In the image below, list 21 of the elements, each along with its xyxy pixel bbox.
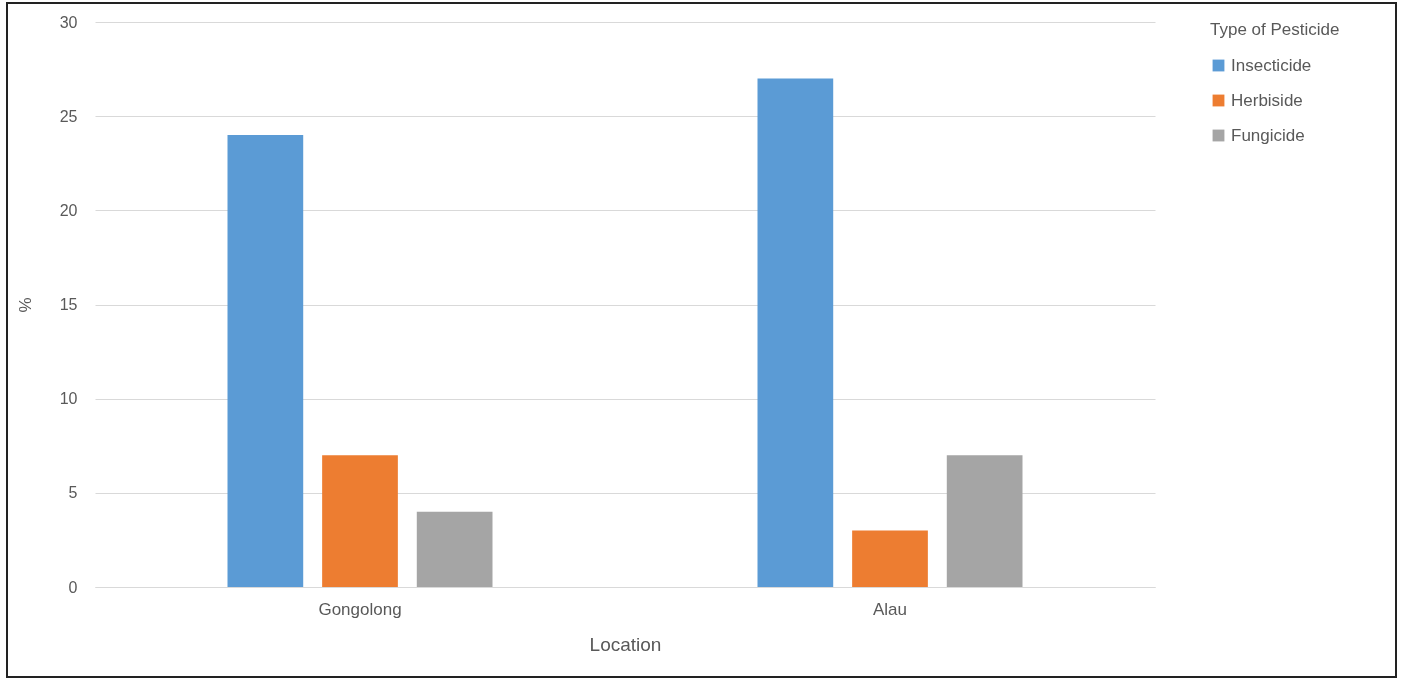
legend-label: Fungicide <box>1231 125 1305 145</box>
y-tick-label: 0 <box>68 578 78 596</box>
bar <box>757 78 834 587</box>
y-tick-label: 20 <box>59 201 78 219</box>
bar <box>852 530 928 587</box>
y-tick-label: 15 <box>59 296 78 313</box>
legend-label: Insecticide <box>1231 55 1312 75</box>
x-tick-label: Alau <box>872 599 908 619</box>
x-tick-label: Gongolong <box>318 599 402 619</box>
x-axis-title: Location <box>589 633 662 655</box>
legend-label: Herbiside <box>1231 90 1303 110</box>
bar <box>946 455 1023 587</box>
legend-title: Type of Pesticide <box>1210 20 1340 39</box>
y-tick-label: 25 <box>59 107 78 125</box>
y-tick-label: 30 <box>59 13 78 31</box>
y-tick-label: 5 <box>68 484 78 502</box>
bar <box>227 135 304 587</box>
bar <box>416 511 493 587</box>
y-tick-label: 10 <box>59 390 78 408</box>
y-axis-title: % <box>15 297 35 313</box>
bar <box>322 455 398 587</box>
